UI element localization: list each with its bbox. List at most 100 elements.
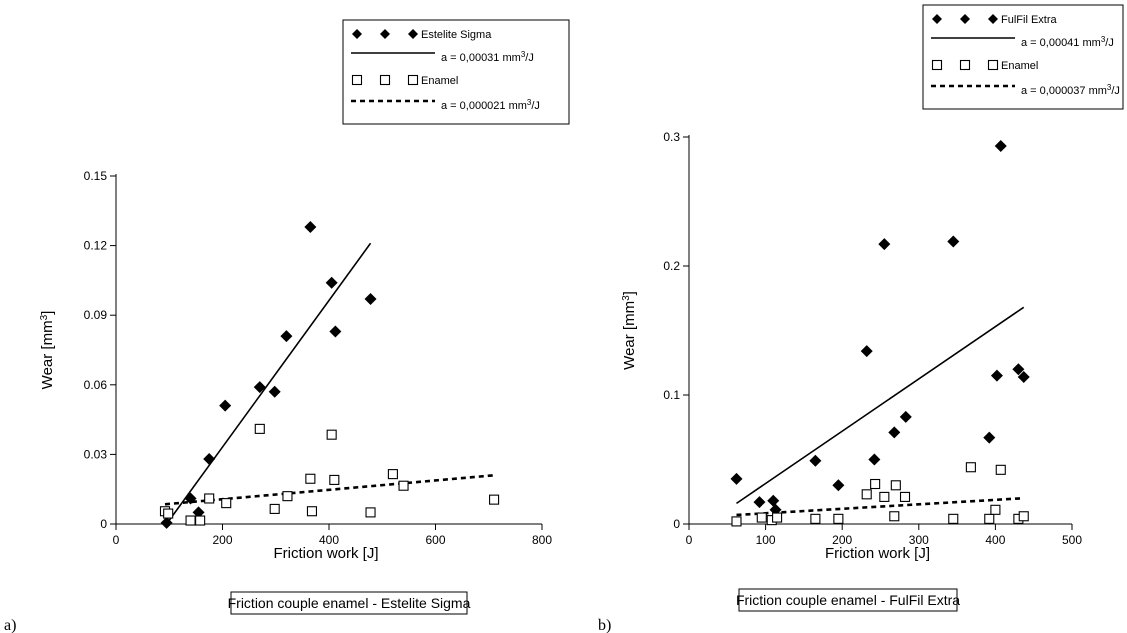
panel-caption: Friction couple enamel - FulFil Extra [736, 592, 960, 608]
legend-label-enamel: Enamel [421, 75, 458, 87]
data-point-square [861, 489, 872, 500]
legend-diamond-marker [352, 29, 362, 39]
data-point-square [305, 473, 316, 484]
data-point-diamond [878, 238, 891, 251]
data-point-diamond [860, 345, 873, 358]
y-tick-label: 0.09 [84, 308, 108, 322]
data-point-diamond [304, 221, 317, 234]
data-point-diamond [1017, 370, 1030, 383]
data-point-diamond [809, 454, 822, 467]
data-point-diamond [730, 472, 743, 485]
data-point-diamond [219, 399, 232, 412]
legend-diamond-marker [408, 29, 418, 39]
legend: FulFil Extra a = 0,00041 mm3/J Enamel a = 0… [922, 4, 1124, 110]
composite-fit-line [165, 242, 372, 525]
data-point-square [195, 515, 206, 526]
data-point-square [329, 474, 340, 485]
data-point-square [948, 513, 959, 524]
x-tick-label: 200 [832, 533, 852, 547]
data-point-diamond [329, 325, 342, 338]
legend-diamond-marker [932, 14, 942, 24]
data-point-square [204, 493, 215, 504]
data-point-diamond [947, 235, 960, 248]
panel-caption: Friction couple enamel - Estelite Sigma [228, 595, 471, 611]
legend: Estelite Sigma a = 0,00031 mm3/J Enamel a =… [342, 19, 570, 125]
data-point-square [221, 498, 232, 509]
data-point-square [306, 506, 318, 517]
x-tick-label: 0 [686, 533, 693, 547]
y-tick-label: 0 [100, 517, 107, 531]
y-tick-label: 0.2 [663, 259, 680, 273]
data-point-square [185, 515, 196, 526]
legend-box [342, 19, 570, 125]
data-point-square [254, 423, 265, 434]
data-point-square [772, 512, 783, 523]
x-tick-label: 500 [1062, 533, 1082, 547]
y-tick-label: 0.1 [663, 388, 680, 402]
x-tick-label: 100 [756, 533, 776, 547]
data-point-diamond [767, 494, 780, 507]
legend-diamond-marker [988, 14, 998, 24]
legend-box [922, 4, 1124, 110]
data-point-diamond [832, 479, 845, 492]
legend-label-composite: Estelite Sigma [421, 29, 492, 41]
data-point-square [833, 513, 844, 524]
data-point-square [387, 469, 398, 480]
x-tick-label: 600 [425, 533, 445, 547]
data-point-square [269, 503, 280, 514]
data-point-square [899, 491, 911, 502]
x-axis-label: Friction work [J] [825, 545, 930, 562]
data-point-square [889, 511, 900, 522]
legend-label-composite-fit: a = 0,00041 mm3/J [1021, 35, 1114, 50]
data-point-diamond [192, 506, 205, 519]
data-point-diamond [160, 516, 173, 529]
x-tick-label: 400 [985, 533, 1005, 547]
composite-fit-line [736, 306, 1025, 505]
data-point-square [756, 512, 767, 523]
caption-box [738, 588, 958, 612]
x-tick-label: 300 [909, 533, 929, 547]
legend-square-marker [379, 74, 391, 86]
y-tick-label: 0.12 [84, 239, 108, 253]
enamel-fit-line [164, 473, 495, 506]
x-tick-label: 200 [212, 533, 232, 547]
x-axis-label: Friction work [J] [273, 545, 378, 562]
data-point-diamond [994, 140, 1007, 153]
data-point-square [326, 429, 337, 440]
data-point-square [1018, 511, 1029, 522]
x-tick-label: 800 [532, 533, 552, 547]
legend-square-marker [351, 74, 363, 86]
data-point-square [365, 507, 376, 518]
data-point-square [995, 464, 1006, 475]
chart-panel-a: 0 200 400 600 800 0 0.03 0.06 0.09 0.12 0.15 Fricti… [4, 19, 570, 633]
y-tick-label: 0.15 [84, 169, 108, 183]
data-point-diamond [253, 381, 266, 394]
data-point-diamond [325, 276, 338, 289]
enamel-fit-line [736, 496, 1024, 517]
data-point-square [984, 513, 995, 524]
data-point-square [810, 513, 821, 524]
data-point-square [489, 494, 500, 505]
data-point-square [965, 462, 976, 473]
x-tick-label: 400 [319, 533, 339, 547]
data-point-diamond [203, 453, 216, 466]
data-point-square [890, 480, 901, 491]
legend-square-marker [407, 74, 419, 86]
y-axis-label: Wear [mm3] [39, 311, 57, 390]
legend-label-composite-fit: a = 0,00031 mm3/J [441, 50, 534, 65]
legend-label-enamel-fit: a = 0,000037 mm3/J [1021, 83, 1120, 98]
legend-label-enamel: Enamel [1001, 60, 1038, 72]
data-point-diamond [899, 410, 912, 423]
data-point-square [870, 478, 881, 490]
y-axis-label: Wear [mm3] [621, 291, 639, 370]
y-tick-label: 0.03 [84, 447, 108, 461]
legend-label-enamel-fit: a = 0,000021 mm3/J [441, 98, 540, 113]
data-point-square [879, 491, 890, 502]
data-point-square [731, 516, 742, 527]
data-point-diamond [888, 426, 901, 439]
y-tick-label: 0.3 [663, 130, 680, 144]
data-point-diamond [184, 492, 197, 505]
data-point-square [163, 508, 174, 519]
data-point-square [282, 491, 293, 502]
x-tick-label: 0 [113, 533, 120, 547]
